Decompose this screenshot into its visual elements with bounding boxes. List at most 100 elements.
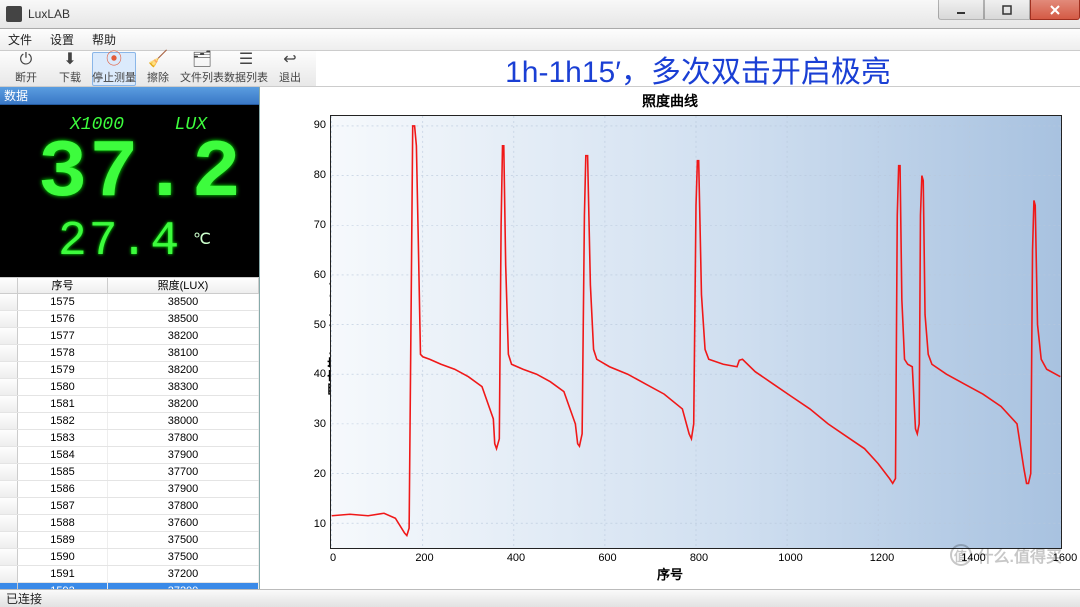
table-row[interactable]: 157838100 xyxy=(0,345,259,362)
toolbtn-download[interactable]: ⬇下载 xyxy=(48,52,92,86)
table-row[interactable]: 158138200 xyxy=(0,396,259,413)
cell-val: 38300 xyxy=(108,379,259,395)
titlebar: LuxLAB xyxy=(0,0,1080,29)
table-row[interactable]: 158637900 xyxy=(0,481,259,498)
table-row[interactable]: 157738200 xyxy=(0,328,259,345)
toolbar: ⏻断开⬇下载⦿停止测量🧹擦除🗂文件列表☰数据列表↩退出 xyxy=(0,51,316,87)
ytick-label: 30 xyxy=(310,418,326,430)
menu-settings[interactable]: 设置 xyxy=(50,31,74,48)
ytick-label: 70 xyxy=(310,219,326,231)
table-row[interactable]: 158238000 xyxy=(0,413,259,430)
cell-seq: 1592 xyxy=(18,583,108,589)
menu-file[interactable]: 文件 xyxy=(8,31,32,48)
xtick-label: 1200 xyxy=(867,552,897,564)
col-seq[interactable]: 序号 xyxy=(18,278,108,293)
ytick-label: 50 xyxy=(310,319,326,331)
status-text: 已连接 xyxy=(6,590,42,607)
cell-val: 38200 xyxy=(108,396,259,412)
statusbar: 已连接 xyxy=(0,589,1080,607)
table-row[interactable]: 159137200 xyxy=(0,566,259,583)
cell-seq: 1588 xyxy=(18,515,108,531)
toolbtn-label: 擦除 xyxy=(147,69,169,85)
cell-val: 37900 xyxy=(108,447,259,463)
cell-seq: 1576 xyxy=(18,311,108,327)
cell-seq: 1575 xyxy=(18,294,108,310)
toolbtn-label: 断开 xyxy=(15,69,37,85)
cell-val: 38200 xyxy=(108,328,259,344)
table-header: 序号 照度(LUX) xyxy=(0,277,259,294)
table-row[interactable]: 157638500 xyxy=(0,311,259,328)
lcd-degc: ℃ xyxy=(193,229,211,249)
table-row[interactable]: 158537700 xyxy=(0,464,259,481)
data-list-icon: ☰ xyxy=(239,52,253,68)
cell-val: 37600 xyxy=(108,515,259,531)
cell-val: 38200 xyxy=(108,362,259,378)
toolbtn-label: 停止测量 xyxy=(92,69,136,85)
lcd-value: 37.2 xyxy=(38,127,243,220)
toolbtn-file-list[interactable]: 🗂文件列表 xyxy=(180,52,224,86)
cell-val: 37900 xyxy=(108,481,259,497)
toolbar-row: ⏻断开⬇下载⦿停止测量🧹擦除🗂文件列表☰数据列表↩退出 1h-1h15′，多次双… xyxy=(0,51,1080,87)
menu-help[interactable]: 帮助 xyxy=(92,31,116,48)
toolbtn-disconnect[interactable]: ⏻断开 xyxy=(4,52,48,86)
window-title: LuxLAB xyxy=(28,7,70,21)
xtick-label: 400 xyxy=(501,552,531,564)
toolbtn-data-list[interactable]: ☰数据列表 xyxy=(224,52,268,86)
cell-seq: 1580 xyxy=(18,379,108,395)
panel-title: 数据 xyxy=(0,87,259,105)
chart-xlabel: 序号 xyxy=(657,564,683,583)
ytick-label: 60 xyxy=(310,269,326,281)
cell-seq: 1586 xyxy=(18,481,108,497)
minimize-button[interactable] xyxy=(938,0,984,20)
disconnect-icon: ⏻ xyxy=(20,52,33,68)
left-panel: 数据 X1000 LUX 37.2 27.4 ℃ 序号 照度(LUX) 1575… xyxy=(0,87,260,589)
table-row[interactable]: 158337800 xyxy=(0,430,259,447)
table-row[interactable]: 158837600 xyxy=(0,515,259,532)
cell-seq: 1590 xyxy=(18,549,108,565)
maximize-button[interactable] xyxy=(984,0,1030,20)
lcd-temp: 27.4 xyxy=(58,215,181,269)
cell-seq: 1585 xyxy=(18,464,108,480)
chart-title: 照度曲线 xyxy=(260,87,1080,111)
table-row[interactable]: 159037500 xyxy=(0,549,259,566)
table-row[interactable]: 157938200 xyxy=(0,362,259,379)
close-button[interactable] xyxy=(1030,0,1080,20)
cell-val: 37200 xyxy=(108,583,259,589)
stop-meas-icon: ⦿ xyxy=(106,52,122,68)
heading-text: 1h-1h15′，多次双击开启极亮 xyxy=(316,51,1080,87)
toolbtn-exit[interactable]: ↩退出 xyxy=(268,52,312,86)
table-row[interactable]: 158437900 xyxy=(0,447,259,464)
xtick-label: 1400 xyxy=(959,552,989,564)
table-row[interactable]: 158038300 xyxy=(0,379,259,396)
cell-val: 38500 xyxy=(108,294,259,310)
xtick-label: 0 xyxy=(318,552,348,564)
table-row[interactable]: 158737800 xyxy=(0,498,259,515)
window-controls xyxy=(938,0,1080,20)
file-list-icon: 🗂 xyxy=(192,52,212,68)
cell-val: 38500 xyxy=(108,311,259,327)
data-table[interactable]: 序号 照度(LUX) 15753850015763850015773820015… xyxy=(0,277,259,589)
toolbtn-stop-meas[interactable]: ⦿停止测量 xyxy=(92,52,136,86)
toolbtn-label: 退出 xyxy=(279,69,301,85)
toolbtn-label: 数据列表 xyxy=(224,69,268,85)
chart-plot xyxy=(330,115,1062,549)
ytick-label: 20 xyxy=(310,468,326,480)
cell-seq: 1583 xyxy=(18,430,108,446)
toolbtn-erase[interactable]: 🧹擦除 xyxy=(136,52,180,86)
cell-val: 37800 xyxy=(108,430,259,446)
cell-seq: 1578 xyxy=(18,345,108,361)
cell-seq: 1579 xyxy=(18,362,108,378)
cell-seq: 1582 xyxy=(18,413,108,429)
col-val[interactable]: 照度(LUX) xyxy=(108,278,259,293)
download-icon: ⬇ xyxy=(63,52,76,68)
table-row[interactable]: 157538500 xyxy=(0,294,259,311)
table-row[interactable]: 159237200 xyxy=(0,583,259,589)
xtick-label: 200 xyxy=(410,552,440,564)
cell-seq: 1587 xyxy=(18,498,108,514)
content: 数据 X1000 LUX 37.2 27.4 ℃ 序号 照度(LUX) 1575… xyxy=(0,87,1080,589)
chart-pane: 照度曲线 照度值(LUX) (10^3) 序号 值 什么.值得买 1020304… xyxy=(260,87,1080,589)
cell-seq: 1584 xyxy=(18,447,108,463)
toolbtn-label: 文件列表 xyxy=(180,69,224,85)
xtick-label: 1000 xyxy=(776,552,806,564)
table-row[interactable]: 158937500 xyxy=(0,532,259,549)
